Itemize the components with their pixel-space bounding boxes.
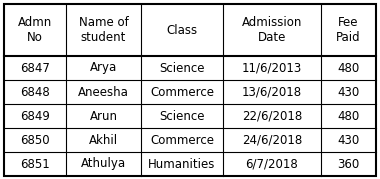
Text: 6/7/2018: 6/7/2018: [245, 158, 298, 171]
Text: 480: 480: [337, 110, 359, 122]
Text: Athulya: Athulya: [81, 158, 126, 171]
Text: 6851: 6851: [20, 158, 50, 171]
Text: Commerce: Commerce: [150, 86, 214, 98]
Text: Class: Class: [166, 23, 198, 37]
Text: Admn
No: Admn No: [18, 16, 52, 44]
Text: Aneesha: Aneesha: [78, 86, 129, 98]
Text: Fee
Paid: Fee Paid: [336, 16, 361, 44]
Text: 360: 360: [337, 158, 359, 171]
Text: Science: Science: [159, 62, 205, 74]
Text: 22/6/2018: 22/6/2018: [242, 110, 302, 122]
Text: 11/6/2013: 11/6/2013: [242, 62, 302, 74]
Text: Arya: Arya: [90, 62, 117, 74]
Text: 430: 430: [337, 86, 359, 98]
Text: 24/6/2018: 24/6/2018: [242, 134, 302, 146]
Text: 6850: 6850: [20, 134, 50, 146]
Text: Humanities: Humanities: [148, 158, 216, 171]
Text: Akhil: Akhil: [89, 134, 118, 146]
Text: Arun: Arun: [90, 110, 117, 122]
Text: Science: Science: [159, 110, 205, 122]
Text: 6848: 6848: [20, 86, 50, 98]
Text: 13/6/2018: 13/6/2018: [242, 86, 302, 98]
Text: Admission
Date: Admission Date: [242, 16, 302, 44]
Text: 430: 430: [337, 134, 359, 146]
Text: 480: 480: [337, 62, 359, 74]
Text: Name of
student: Name of student: [79, 16, 128, 44]
Text: 6847: 6847: [20, 62, 50, 74]
Text: Commerce: Commerce: [150, 134, 214, 146]
Text: 6849: 6849: [20, 110, 50, 122]
